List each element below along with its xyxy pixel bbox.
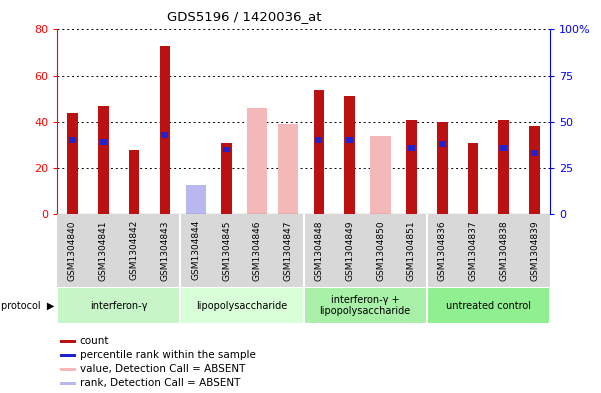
Text: GSM1304842: GSM1304842 (130, 220, 139, 280)
Text: GSM1304851: GSM1304851 (407, 220, 416, 281)
Bar (100, 139, 107, 145)
Bar (316, 138, 322, 143)
Text: GSM1304840: GSM1304840 (68, 220, 77, 281)
Bar (529, 127, 540, 214)
Bar (223, 147, 230, 152)
Bar (531, 151, 538, 156)
Bar (439, 141, 445, 147)
Bar (67, 112, 78, 214)
Text: interferon-γ: interferon-γ (90, 301, 147, 310)
Text: GSM1304843: GSM1304843 (160, 220, 169, 281)
Bar (221, 143, 232, 214)
Bar (159, 46, 170, 214)
Bar (468, 143, 478, 214)
Bar (406, 119, 416, 214)
Bar (180, 287, 304, 324)
Bar (408, 145, 415, 151)
Bar (162, 132, 168, 138)
Text: GSM1304844: GSM1304844 (191, 220, 200, 280)
Text: untreated control: untreated control (446, 301, 531, 310)
Bar (186, 185, 206, 214)
Bar (498, 119, 509, 214)
Bar (186, 200, 206, 214)
Text: GSM1304849: GSM1304849 (345, 220, 354, 281)
Bar (437, 122, 448, 214)
Bar (60, 340, 76, 343)
Bar (69, 138, 76, 143)
Bar (304, 287, 427, 324)
Bar (98, 106, 109, 214)
Bar (344, 96, 355, 214)
Bar (346, 138, 353, 143)
Bar (60, 382, 76, 385)
Text: GSM1304846: GSM1304846 (253, 220, 262, 281)
Text: protocol  ▶: protocol ▶ (1, 301, 54, 310)
Text: GSM1304850: GSM1304850 (376, 220, 385, 281)
Text: GSM1304838: GSM1304838 (499, 220, 508, 281)
Text: rank, Detection Call = ABSENT: rank, Detection Call = ABSENT (79, 378, 240, 388)
Text: GDS5196 / 1420036_at: GDS5196 / 1420036_at (167, 10, 322, 23)
Text: GSM1304839: GSM1304839 (530, 220, 539, 281)
Text: GSM1304837: GSM1304837 (468, 220, 477, 281)
Bar (500, 145, 507, 151)
Text: percentile rank within the sample: percentile rank within the sample (79, 350, 255, 360)
Bar (370, 136, 391, 214)
Bar (129, 149, 139, 214)
Text: GSM1304836: GSM1304836 (438, 220, 447, 281)
Bar (57, 287, 180, 324)
Bar (247, 108, 267, 214)
Text: lipopolysaccharide: lipopolysaccharide (197, 301, 287, 310)
Bar (60, 354, 76, 356)
Bar (60, 368, 76, 371)
Bar (314, 90, 325, 214)
Bar (278, 124, 298, 214)
Text: count: count (79, 336, 109, 346)
Text: GSM1304847: GSM1304847 (284, 220, 293, 281)
Text: GSM1304845: GSM1304845 (222, 220, 231, 281)
Bar (427, 287, 550, 324)
Text: interferon-γ +
lipopolysaccharide: interferon-γ + lipopolysaccharide (320, 295, 410, 316)
Text: value, Detection Call = ABSENT: value, Detection Call = ABSENT (79, 364, 245, 374)
Text: GSM1304848: GSM1304848 (314, 220, 323, 281)
Text: GSM1304841: GSM1304841 (99, 220, 108, 281)
